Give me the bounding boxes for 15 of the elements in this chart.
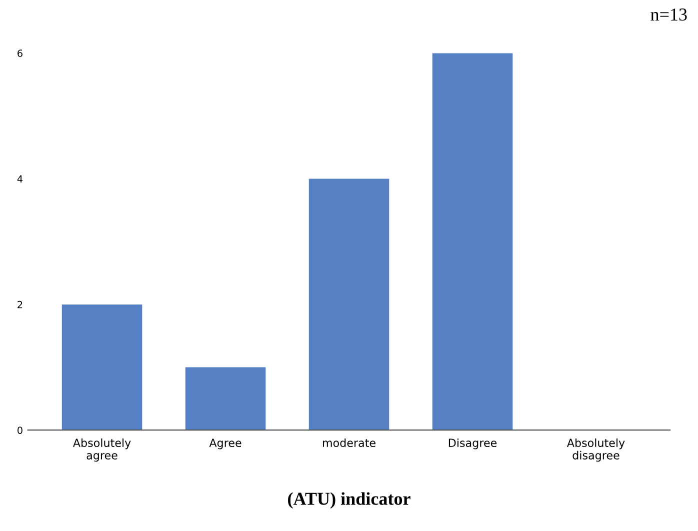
x-tick-label: Disagree xyxy=(448,438,497,450)
y-tick-label: 0 xyxy=(18,426,22,434)
bar xyxy=(308,178,390,430)
x-tick-label: Absolutely disagree xyxy=(566,438,625,462)
bar xyxy=(62,304,142,430)
x-tick-label: Agree xyxy=(209,438,242,450)
y-tick-label: 2 xyxy=(18,300,22,308)
x-axis-title: (ATU) indicator xyxy=(288,492,410,509)
text: n=13 xyxy=(650,8,687,21)
y-tick-label: 6 xyxy=(18,50,22,57)
y-tick-label: 4 xyxy=(17,175,23,182)
x-tick-label: moderate xyxy=(322,438,376,448)
x-tick-label: Absolutely agree xyxy=(72,438,131,462)
bar xyxy=(432,53,513,430)
bar xyxy=(185,367,266,430)
